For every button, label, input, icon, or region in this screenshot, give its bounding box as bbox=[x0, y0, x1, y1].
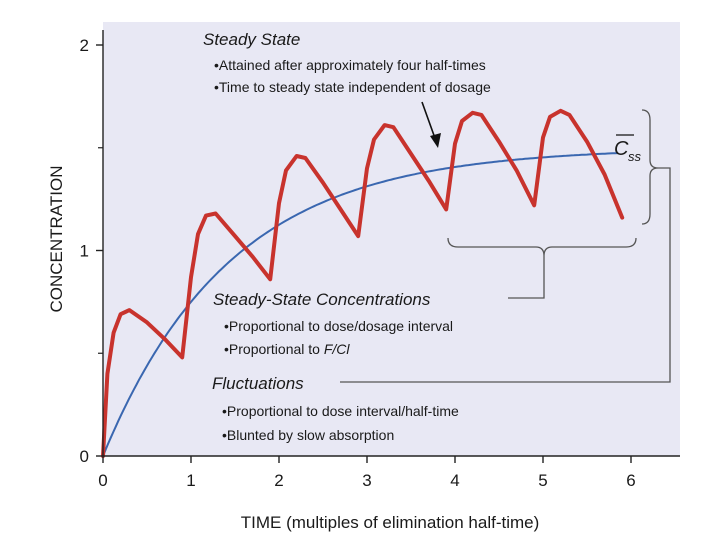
x-tick-label: 5 bbox=[538, 471, 547, 490]
x-tick-label: 2 bbox=[274, 471, 283, 490]
fluctuations-connector bbox=[340, 167, 671, 383]
y-tick-label: 2 bbox=[80, 36, 89, 55]
x-tick-label: 6 bbox=[626, 471, 635, 490]
css-label-subscript: ss bbox=[628, 149, 642, 164]
css-label: C ss bbox=[614, 134, 642, 164]
fluctuations-bullet-2: •Blunted by slow absorption bbox=[222, 427, 394, 443]
x-tick-label: 4 bbox=[450, 471, 459, 490]
x-tick-label: 3 bbox=[362, 471, 371, 490]
y-tick-label: 0 bbox=[80, 447, 89, 466]
steady-state-arrow bbox=[421, 101, 441, 148]
series-dosing-concentration bbox=[101, 108, 625, 458]
concentrations-connector bbox=[508, 256, 545, 299]
steady-state-bullet-2: •Time to steady state independent of dos… bbox=[214, 79, 491, 95]
concentrations-bullet-2-italic: F/Cl bbox=[324, 341, 351, 357]
concentrations-bullet-2-text: •Proportional to bbox=[224, 341, 324, 357]
css-label-c: C bbox=[614, 138, 629, 160]
axes: 0 1 2 3 4 5 6 0 1 2 bbox=[80, 30, 680, 490]
curves bbox=[101, 108, 625, 458]
y-axis-title: CONCENTRATION bbox=[47, 165, 66, 312]
y-tick-label: 1 bbox=[80, 242, 89, 261]
steady-state-title: Steady State bbox=[203, 30, 300, 49]
fluctuations-title: Fluctuations bbox=[212, 374, 304, 393]
concentrations-bullet-2: •Proportional to F/Cl bbox=[224, 341, 350, 357]
concentrations-bullet-1: •Proportional to dose/dosage interval bbox=[224, 318, 453, 334]
x-axis-title: TIME (multiples of elimination half-time… bbox=[241, 513, 540, 532]
steady-state-bullet-1: •Attained after approximately four half-… bbox=[214, 57, 486, 73]
x-tick-label: 0 bbox=[98, 471, 107, 490]
concentrations-title: Steady-State Concentrations bbox=[213, 290, 431, 309]
fluctuations-bullet-1: •Proportional to dose interval/half-time bbox=[222, 403, 459, 419]
x-tick-label: 1 bbox=[186, 471, 195, 490]
